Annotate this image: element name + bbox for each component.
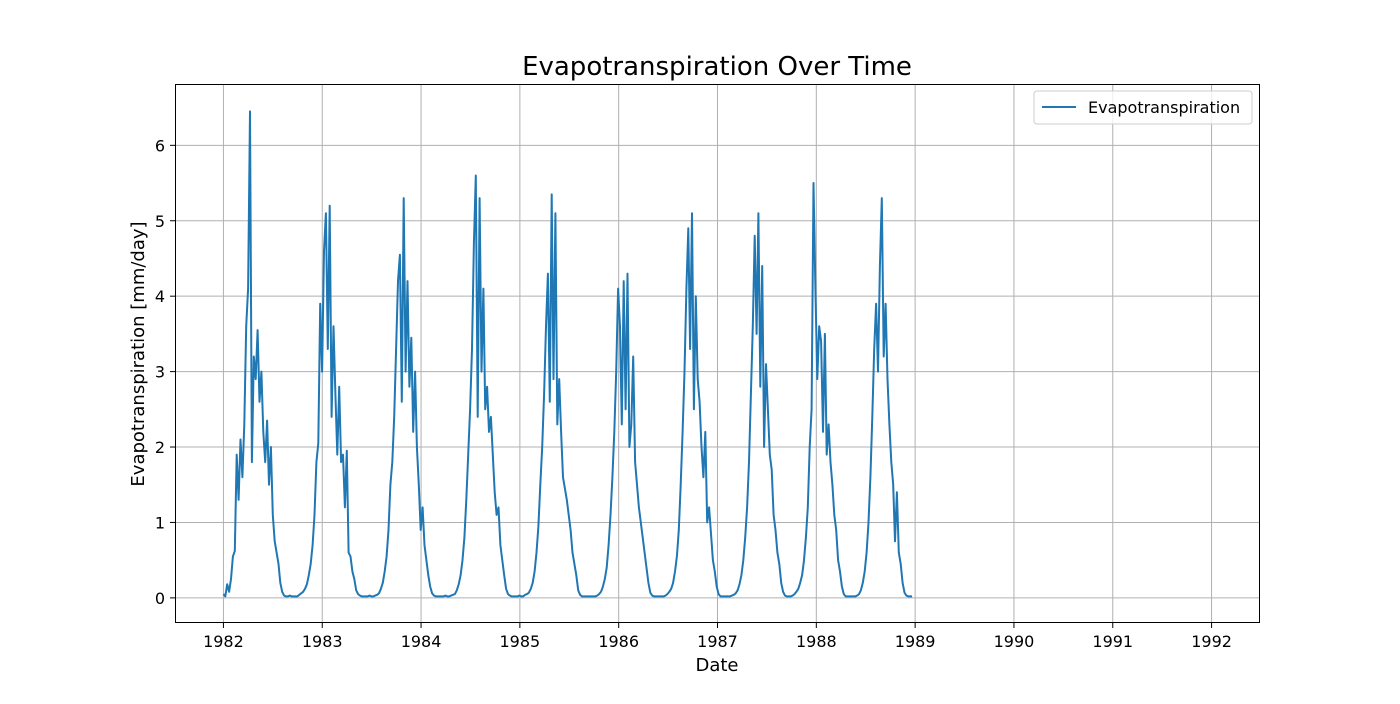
x-tick-label: 1991 (1092, 632, 1133, 651)
x-tick-label: 1989 (895, 632, 936, 651)
legend: Evapotranspiration (1033, 90, 1253, 125)
plot-frame (175, 84, 1260, 623)
y-tick-label: 5 (155, 212, 165, 231)
y-axis-label: Evapotranspiration [mm/day] (128, 221, 149, 486)
legend-label: Evapotranspiration (1088, 98, 1240, 117)
series-layer (222, 110, 913, 598)
x-tick-label: 1985 (500, 632, 541, 651)
legend-box (1033, 90, 1253, 125)
y-tick-label: 6 (155, 136, 165, 155)
axis-ticks: 1982 1983 1984 1985 1986 1987 1988 1989 1990 1991… (155, 136, 1232, 651)
x-tick-label: 1992 (1191, 632, 1232, 651)
y-tick-label: 4 (155, 287, 165, 306)
series-line-0 (222, 110, 913, 598)
y-tick-label: 0 (155, 589, 165, 608)
x-tick-label: 1987 (697, 632, 738, 651)
x-tick-label: 1986 (598, 632, 639, 651)
x-tick-label: 1990 (994, 632, 1035, 651)
x-tick-label: 1984 (401, 632, 442, 651)
x-tick-label: 1983 (302, 632, 343, 651)
chart-title: Evapotranspiration Over Time (522, 52, 912, 82)
x-tick-label: 1988 (796, 632, 837, 651)
x-axis-label: Date (695, 655, 738, 676)
y-tick-label: 1 (155, 513, 165, 532)
y-tick-label: 2 (155, 438, 165, 457)
x-tick-label: 1982 (203, 632, 244, 651)
grid (176, 85, 1259, 622)
y-tick-label: 3 (155, 363, 165, 382)
